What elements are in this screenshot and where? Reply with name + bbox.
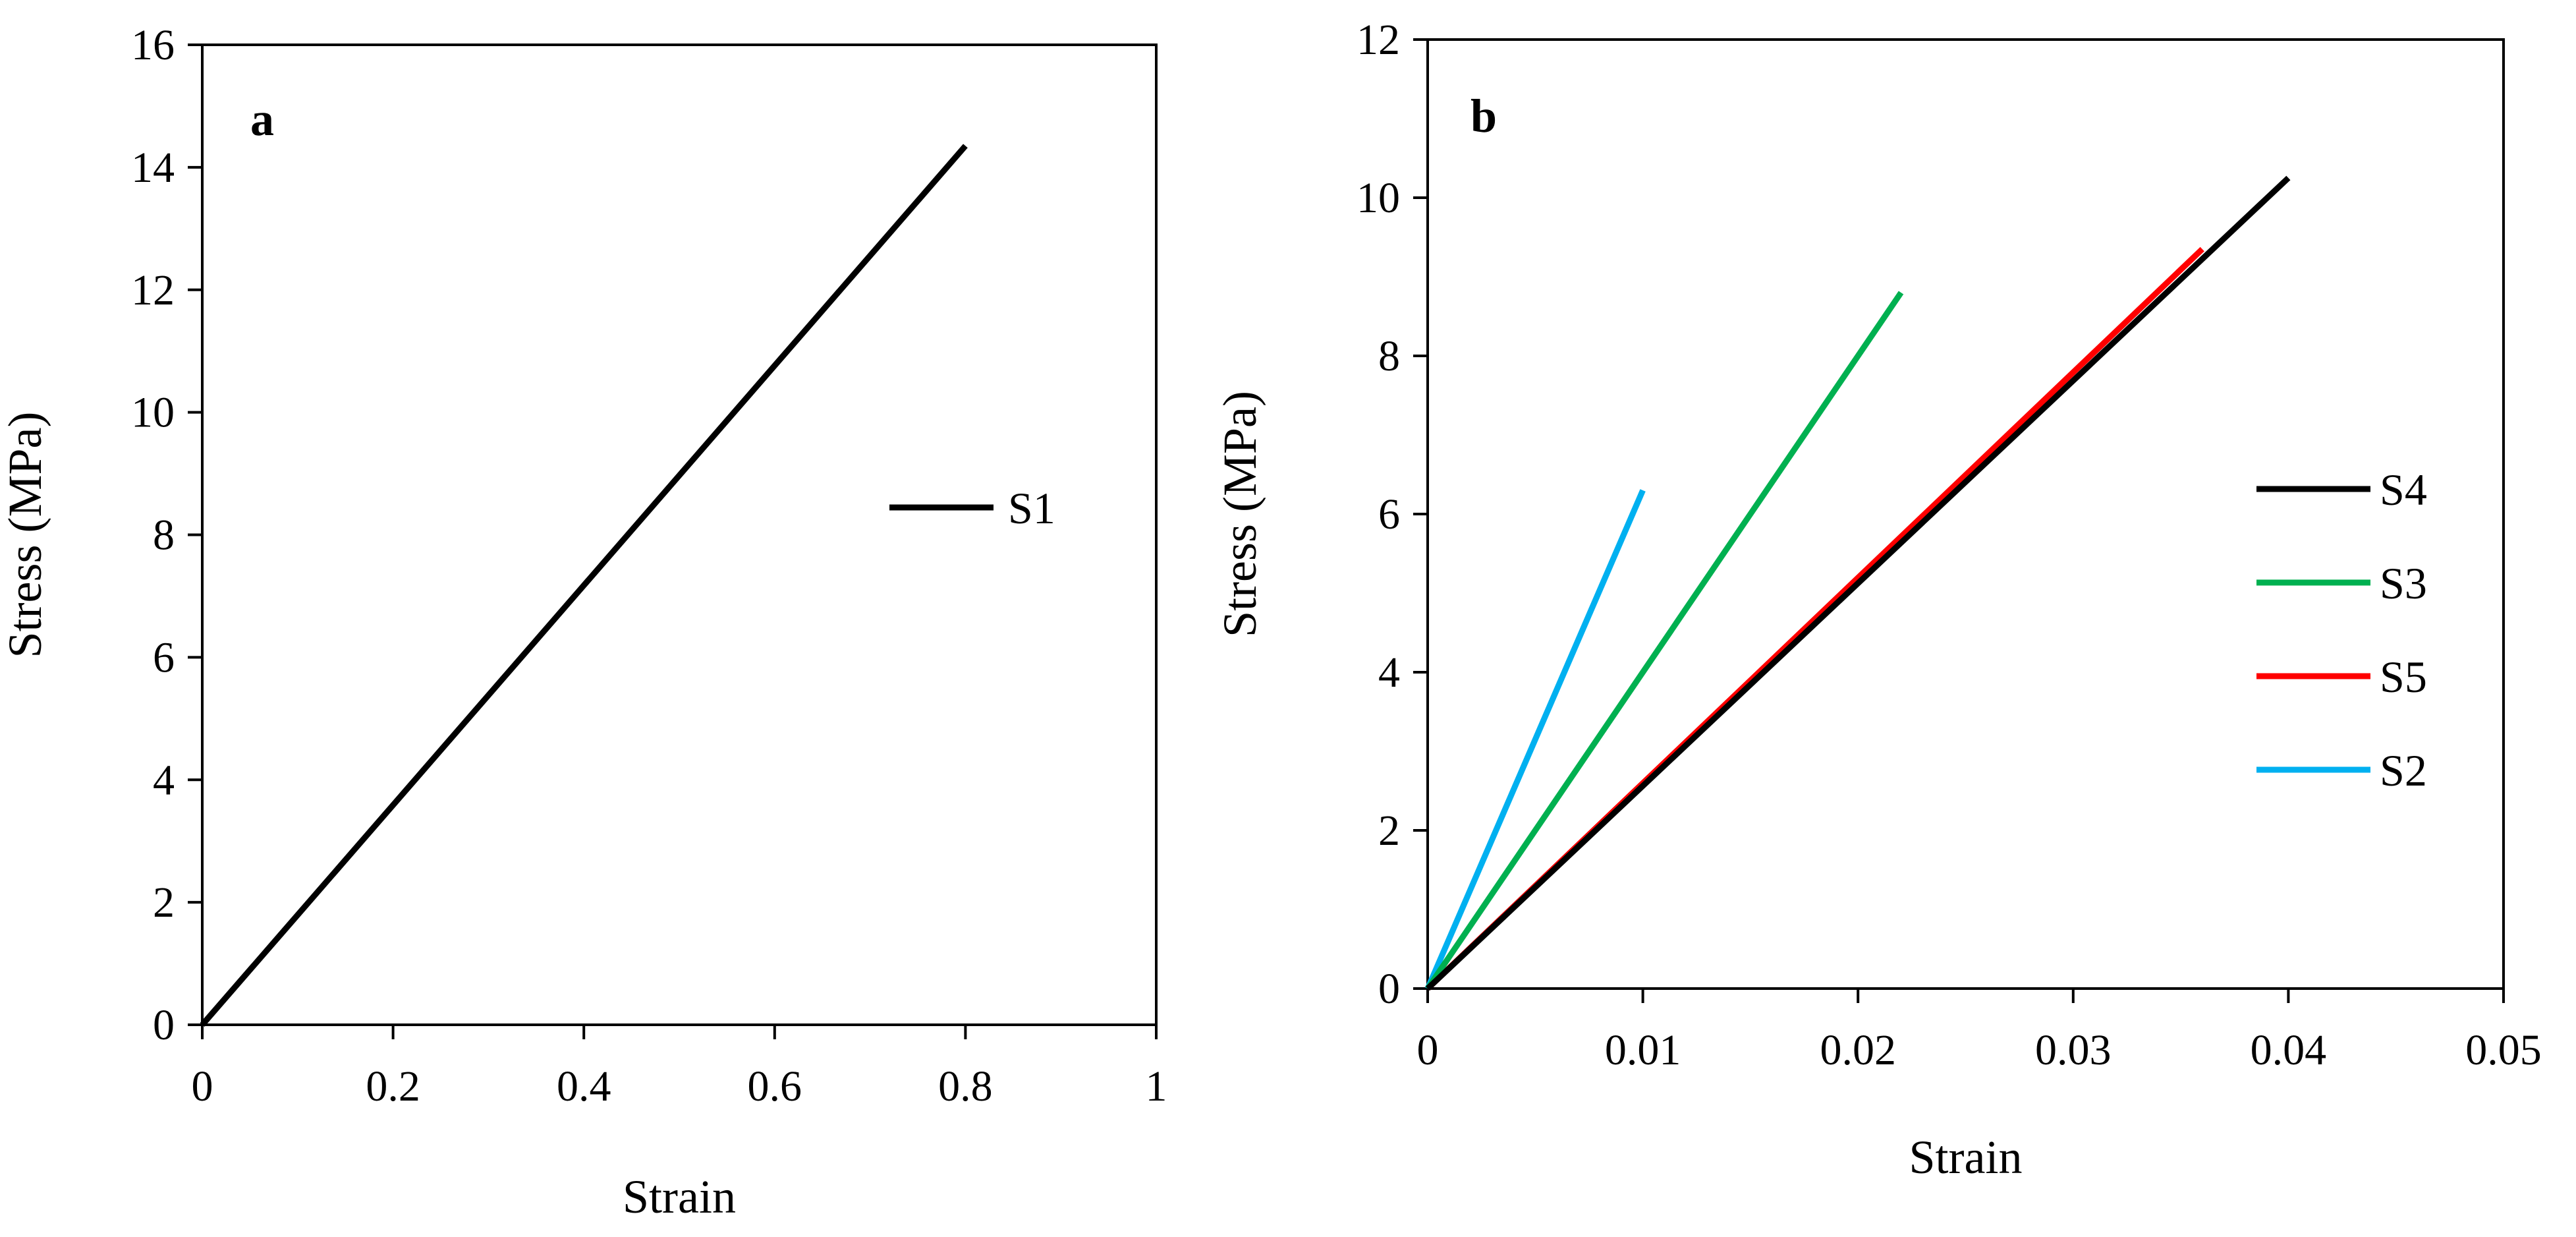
y-tick-label: 0	[153, 1001, 175, 1049]
legend-label-S5: S5	[2380, 652, 2427, 702]
series-line-S1	[200, 144, 968, 1027]
y-tick-label: 6	[1378, 490, 1400, 538]
y-tick-label: 4	[153, 756, 175, 804]
plot-frame	[1426, 38, 2505, 990]
series-line-S2	[1424, 489, 1646, 990]
plot-frame	[201, 43, 1158, 1026]
y-tick-label: 12	[131, 266, 175, 314]
y-tick-label: 2	[1378, 807, 1400, 855]
legend-label-S4: S4	[2380, 465, 2427, 515]
panel-label: a	[250, 93, 274, 146]
y-tick-label: 8	[153, 511, 175, 560]
x-tick-label: 0	[1417, 1026, 1439, 1074]
x-tick-label: 0.02	[1820, 1026, 1896, 1074]
y-tick-label: 4	[1378, 648, 1400, 697]
legend-label-S1: S1	[1008, 483, 1055, 533]
x-tick-label: 0	[192, 1062, 213, 1110]
x-tick-label: 0.2	[366, 1062, 420, 1110]
y-tick-label: 6	[153, 633, 175, 681]
x-axis-title: Strain	[1909, 1131, 2023, 1184]
x-axis-title: Strain	[623, 1170, 736, 1223]
x-tick-label: 1	[1146, 1062, 1167, 1110]
x-tick-label: 0.04	[2251, 1026, 2327, 1074]
panel-label: b	[1470, 90, 1497, 142]
legend-label-S3: S3	[2380, 558, 2427, 608]
y-tick-label: 10	[1357, 174, 1400, 222]
y-tick-label: 8	[1378, 332, 1400, 380]
chart-panel-a: 0 2 4 6 8 10 12 14 16 0 0.2 0.4 0.6 0.8 1 Strain Stress …	[0, 21, 1167, 1223]
y-axis-title: Stress (MPa)	[0, 412, 51, 658]
series-line-S3	[1425, 291, 1904, 991]
x-tick-label: 0.03	[2035, 1026, 2112, 1074]
y-axis-title: Stress (MPa)	[1214, 391, 1266, 637]
x-tick-label: 0.01	[1605, 1026, 1681, 1074]
x-tick-label: 0.8	[938, 1062, 993, 1110]
y-tick-label: 0	[1378, 965, 1400, 1013]
y-tick-label: 2	[153, 878, 175, 927]
series-line-S4	[1425, 175, 2291, 991]
x-tick-label: 0.6	[748, 1062, 802, 1110]
y-tick-label: 12	[1357, 16, 1400, 64]
chart-panel-b: 0 2 4 6 8 10 12 0 0.01 0.02 0.03 0.04 0.05 Strain Stre…	[1214, 16, 2542, 1184]
legend-label-S2: S2	[2380, 745, 2427, 795]
y-tick-label: 16	[131, 21, 175, 69]
x-tick-label: 0.4	[557, 1062, 611, 1110]
y-tick-label: 10	[131, 389, 175, 437]
y-tick-label: 14	[131, 144, 175, 192]
x-tick-label: 0.05	[2465, 1026, 2542, 1074]
